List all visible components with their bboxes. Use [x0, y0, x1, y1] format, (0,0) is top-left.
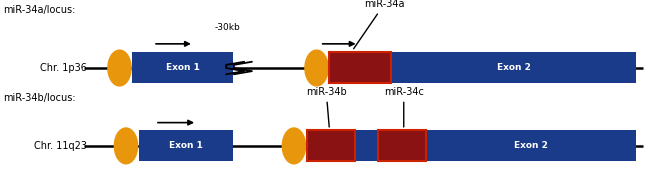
Ellipse shape: [305, 50, 328, 86]
Text: miR-34c: miR-34c: [384, 87, 424, 127]
Bar: [307, 130, 355, 161]
Text: Chr. 11q23: Chr. 11q23: [34, 141, 87, 151]
Text: Exon 2: Exon 2: [514, 141, 548, 150]
Bar: [307, 130, 636, 161]
Text: Chr. 1p36: Chr. 1p36: [40, 63, 87, 73]
Bar: [132, 52, 233, 83]
Bar: [378, 130, 426, 161]
Text: Exon 1: Exon 1: [169, 141, 203, 150]
Text: Exon 2: Exon 2: [497, 63, 530, 72]
Text: miR-34a/locus:: miR-34a/locus:: [3, 5, 76, 15]
Text: miR-34a: miR-34a: [353, 0, 404, 49]
Ellipse shape: [114, 128, 138, 164]
Text: Exon 1: Exon 1: [165, 63, 200, 72]
Text: miR-34b/locus:: miR-34b/locus:: [3, 93, 76, 103]
Text: miR-34b: miR-34b: [306, 87, 347, 127]
Text: -30kb: -30kb: [214, 23, 240, 32]
Ellipse shape: [282, 128, 306, 164]
Ellipse shape: [108, 50, 131, 86]
Bar: [139, 130, 233, 161]
Bar: [329, 52, 636, 83]
Bar: [329, 52, 391, 83]
